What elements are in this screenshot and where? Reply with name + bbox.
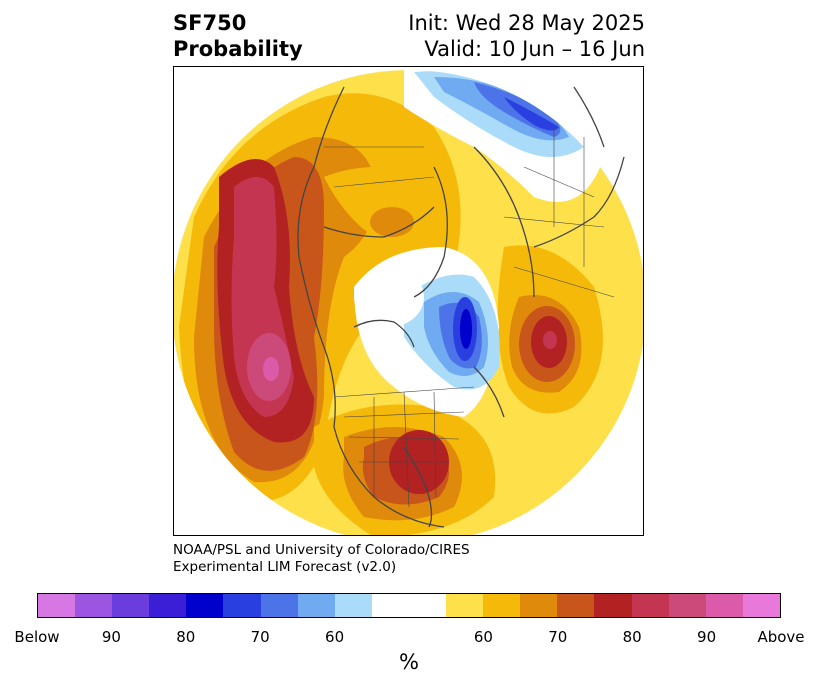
credit-line-2: Experimental LIM Forecast (v2.0) <box>173 559 397 575</box>
colorbar-tick-label: 90 <box>697 628 717 646</box>
colorbar-segment <box>408 594 447 617</box>
colorbar-segment <box>557 594 595 617</box>
credit-line-1: NOAA/PSL and University of Colorado/CIRE… <box>173 542 470 558</box>
colorbar-segment <box>223 594 261 617</box>
colorbar-segment <box>371 594 409 617</box>
variable-name: SF750 <box>173 11 247 35</box>
colorbar-tick-label: 60 <box>473 628 493 646</box>
colorbar-segment <box>38 594 76 617</box>
probability-colorbar <box>37 593 781 618</box>
colorbar-tick-label: Above <box>757 628 805 646</box>
variable-title: SF750 Probability <box>173 10 303 62</box>
colorbar-segment <box>260 594 298 617</box>
colorbar-tick-label: 70 <box>250 628 270 646</box>
colorbar-segment <box>742 594 780 617</box>
colorbar-segment <box>186 594 224 617</box>
polar-map <box>173 66 644 536</box>
colorbar-tick-label: 70 <box>548 628 568 646</box>
colorbar-segment <box>149 594 187 617</box>
colorbar-tick-label: Below <box>14 628 60 646</box>
colorbar-tick-label: 80 <box>622 628 642 646</box>
colorbar-segment <box>520 594 558 617</box>
probability-map-svg <box>174 67 643 535</box>
colorbar-segment <box>705 594 743 617</box>
colorbar-segment <box>297 594 335 617</box>
probability-field <box>174 70 643 535</box>
colorbar-segment <box>594 594 632 617</box>
colorbar-segment <box>446 594 484 617</box>
init-date: Init: Wed 28 May 2025 <box>408 11 645 35</box>
colorbar-segment <box>112 594 150 617</box>
colorbar-segment <box>75 594 113 617</box>
date-title: Init: Wed 28 May 2025 Valid: 10 Jun – 16… <box>408 10 645 62</box>
colorbar-tick-label: 60 <box>325 628 345 646</box>
credit-note: NOAA/PSL and University of Colorado/CIRE… <box>173 542 470 576</box>
colorbar-segment <box>483 594 521 617</box>
colorbar-segment <box>334 594 372 617</box>
valid-range: Valid: 10 Jun – 16 Jun <box>424 37 645 61</box>
colorbar-unit: % <box>399 650 419 674</box>
political-boundaries <box>324 127 615 508</box>
colorbar-segment <box>668 594 706 617</box>
variable-kind: Probability <box>173 37 303 61</box>
colorbar-segment <box>631 594 669 617</box>
colorbar-tick-label: 90 <box>101 628 121 646</box>
colorbar-tick-label: 80 <box>176 628 196 646</box>
